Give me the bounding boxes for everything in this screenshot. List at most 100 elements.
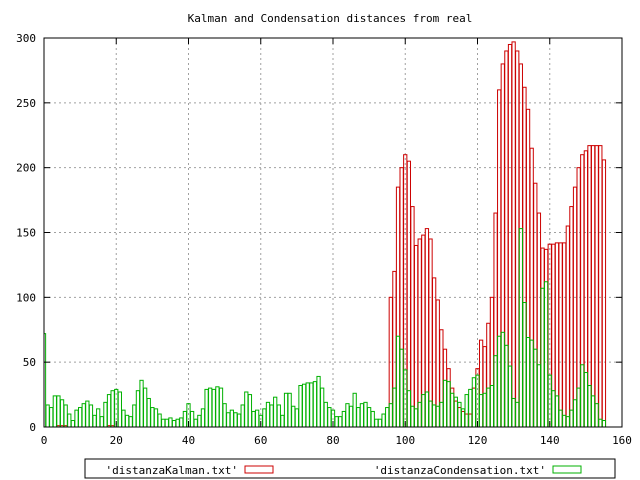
condensation-bar [515, 401, 520, 428]
condensation-bar [569, 409, 574, 428]
condensation-bar [446, 381, 451, 428]
kalman-bar [558, 242, 563, 428]
condensation-bar [269, 404, 274, 428]
condensation-bar [193, 418, 198, 428]
condensation-bar [601, 420, 607, 428]
kalman-bar [598, 145, 603, 428]
condensation-bar [525, 337, 531, 428]
gridlines [44, 38, 622, 427]
condensation-bar [294, 408, 299, 428]
condensation-bar [150, 407, 155, 428]
x-tick-label: 80 [326, 434, 339, 447]
condensation-bar [132, 404, 137, 428]
kalman-bar [562, 242, 567, 428]
condensation-bar [352, 392, 357, 428]
condensation-bar [540, 287, 545, 428]
condensation-bar [428, 400, 433, 428]
condensation-bar [312, 381, 318, 428]
condensation-bar [572, 399, 578, 428]
condensation-bar [500, 331, 505, 428]
x-tick-label: 20 [110, 434, 123, 447]
condensation-bar [280, 414, 285, 428]
x-tick-label: 40 [182, 434, 195, 447]
condensation-bar [406, 390, 411, 428]
condensation-bar [367, 407, 372, 428]
condensation-bar [182, 410, 188, 428]
x-tick-label: 120 [468, 434, 488, 447]
condensation-bar [374, 418, 379, 428]
condensation-bar [189, 410, 195, 428]
condensation-bar [179, 417, 184, 428]
condensation-bar [309, 382, 314, 428]
condensation-bar [587, 385, 592, 428]
condensation-bar [529, 339, 534, 428]
condensation-bar [544, 281, 549, 428]
condensation-bar [70, 420, 76, 428]
condensation-bar [356, 407, 361, 428]
condensation-bar [363, 401, 368, 428]
condensation-bar [273, 396, 278, 428]
condensation-bar [63, 404, 68, 428]
condensation-bar [334, 416, 339, 428]
condensation-bar [316, 375, 321, 428]
condensation-bar [157, 413, 162, 428]
kalman-bar [572, 186, 578, 428]
kalman-bar [511, 41, 516, 428]
condensation-bar [421, 394, 426, 428]
condensation-bar [482, 392, 487, 428]
condensation-bar [88, 404, 94, 428]
condensation-bar [67, 413, 72, 428]
condensation-bar [493, 355, 498, 428]
condensation-bar [276, 404, 281, 428]
condensation-bar [255, 409, 260, 428]
condensation-bar [305, 382, 310, 428]
y-tick-label: 100 [16, 291, 36, 304]
y-tick-label: 0 [29, 421, 36, 434]
condensation-bar [453, 396, 458, 428]
kalman-bar [594, 145, 599, 428]
kalman-bar [565, 225, 570, 428]
condensation-bar [320, 387, 325, 428]
x-tick-label: 0 [41, 434, 48, 447]
legend-label-kalman: 'distanzaKalman.txt' [106, 464, 238, 477]
condensation-bar [562, 414, 567, 428]
condensation-bar [283, 392, 289, 428]
chart-title: Kalman and Condensation distances from r… [188, 12, 473, 25]
kalman-bar [428, 238, 433, 428]
condensation-bar [399, 348, 404, 428]
condensation-bar [110, 390, 115, 428]
condensation-bar [511, 397, 516, 428]
condensation-bar [413, 408, 419, 428]
condensation-bar [208, 387, 213, 428]
condensation-bar [74, 409, 79, 428]
condensation-bar [338, 416, 343, 428]
condensation-bar [233, 412, 238, 428]
condensation-bar [171, 420, 177, 428]
condensation-bar [381, 413, 386, 428]
condensation-bar [52, 395, 57, 428]
x-tick-label: 100 [395, 434, 415, 447]
condensation-bar [489, 385, 495, 428]
condensation-bar [345, 403, 350, 428]
y-tick-label: 250 [16, 97, 36, 110]
condensation-bar [327, 407, 332, 428]
condensation-bar [583, 372, 588, 428]
condensation-bar [439, 401, 444, 428]
condensation-bar [139, 379, 144, 428]
kalman-bar [410, 206, 415, 428]
condensation-bar [124, 414, 130, 428]
condensation-bar [497, 335, 502, 428]
condensation-bar [432, 404, 437, 428]
legend-label-condensation: 'distanzaCondensation.txt' [374, 464, 546, 477]
condensation-bar [533, 348, 538, 428]
condensation-bar [78, 407, 83, 428]
condensation-bar [287, 392, 292, 428]
condensation-bar [49, 407, 54, 428]
condensation-bar [392, 387, 397, 428]
condensation-bar [265, 401, 271, 428]
condensation-bar [96, 408, 101, 428]
condensation-bar [236, 413, 242, 428]
condensation-bar [504, 344, 509, 428]
condensation-bar [146, 397, 151, 428]
